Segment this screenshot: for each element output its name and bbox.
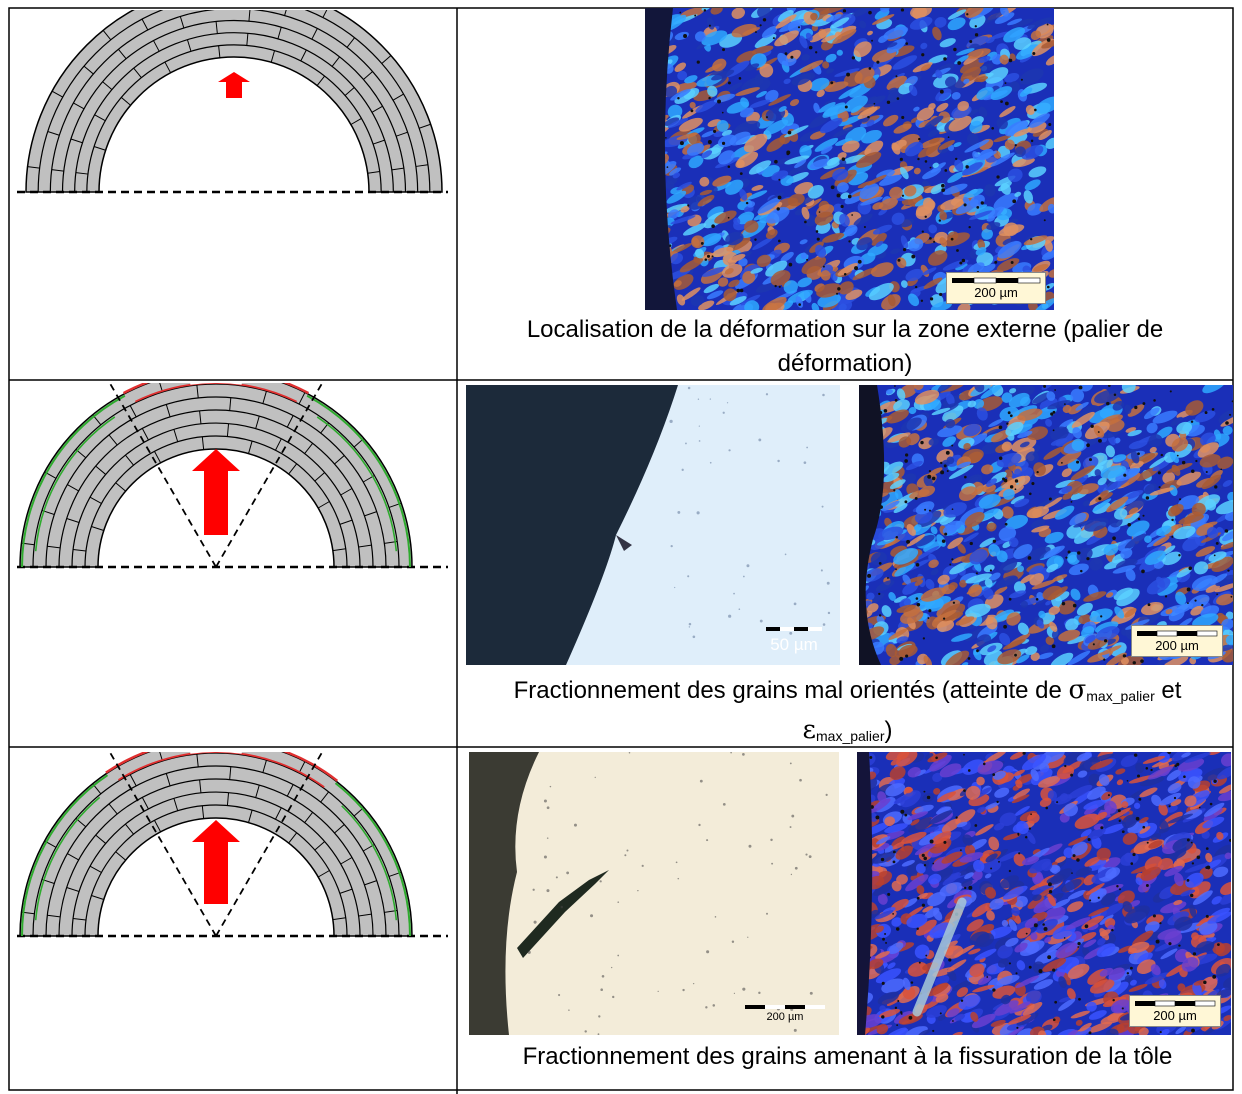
arc-diagram-3 [17,731,448,938]
caption-text: ) [884,717,893,744]
row-1-diagram [15,0,450,200]
epsilon-subscript: max_palier [816,728,885,744]
scale-label: 200 µm [1153,1008,1197,1023]
row-3-micrograph-bright-field: 200 µm [469,752,839,1035]
row-3-diagram [15,731,450,942]
row-2-micrograph-polarized: 200 µm [859,385,1233,665]
scale-bar: 200 µm [1129,995,1221,1027]
row-2-caption: Fractionnement des grains mal orientés (… [470,673,1225,753]
epsilon-symbol: ε [802,715,816,745]
micrograph-texture [469,752,839,1035]
arc-diagram-2 [17,362,448,569]
sigma-symbol: σ [1068,675,1087,705]
row-2-micrograph-bright-field: 50 µm [466,385,840,665]
scale-label: 200 µm [766,1011,804,1023]
scale-bar: 50 µm [760,623,828,657]
micrograph-texture [466,385,840,665]
scale-label: 200 µm [974,285,1018,300]
caption-text: et [1154,677,1182,704]
micrograph-texture [857,752,1231,1035]
row-3-caption: Fractionnement des grains amenant à la f… [522,1043,1173,1070]
scale-bar: 200 µm [946,272,1046,304]
row-2-diagram [15,362,450,573]
caption-text: Fractionnement des grains mal orientés (… [513,677,1069,704]
row-1-micrograph-polarized: 200 µm [645,8,1054,310]
scale-bar: 200 µm [1131,625,1223,657]
micrograph-texture [645,8,1054,310]
micrograph-texture [859,385,1233,665]
arc-diagram-1 [17,0,448,194]
scale-bar: 200 µm [741,1001,829,1027]
scale-label: 50 µm [770,635,818,654]
row-3-micrograph-polarized: 200 µm [857,752,1231,1035]
row-1-caption: Localisation de la déformation sur la zo… [526,316,1164,377]
sigma-subscript: max_palier [1086,688,1155,704]
scale-label: 200 µm [1155,638,1199,653]
